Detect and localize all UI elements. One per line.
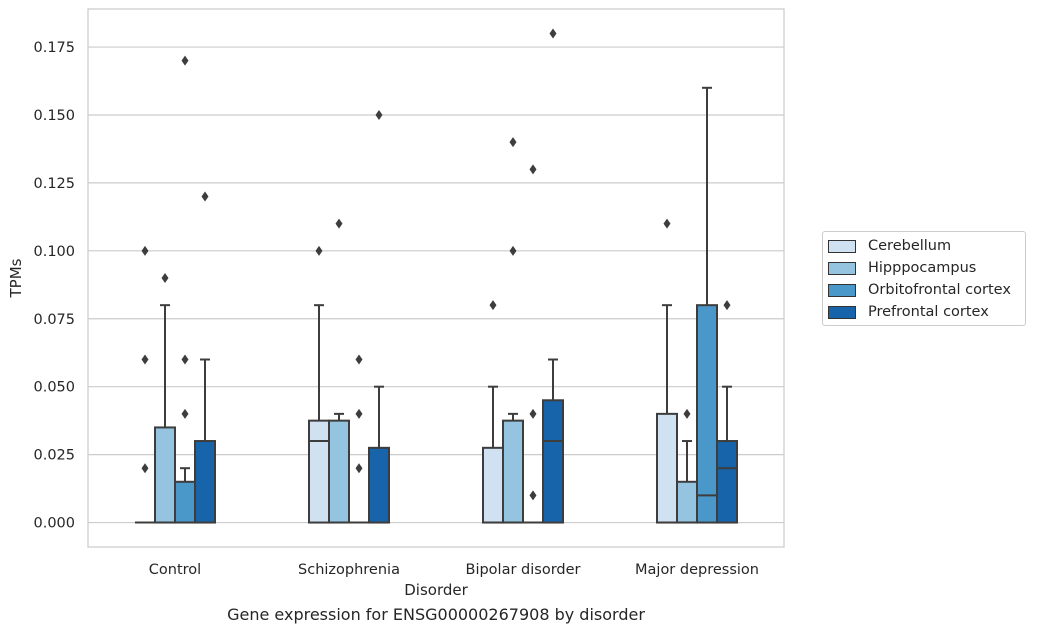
outlier-point <box>663 218 671 229</box>
legend: Cerebellum Hipppocampus Orbitofrontal co… <box>822 231 1026 326</box>
box-group <box>523 164 543 524</box>
x-tick-label: Major depression <box>635 562 759 578</box>
box-body <box>676 480 698 524</box>
legend-swatch-prefrontal <box>828 305 856 319</box>
x-axis-label: Disorder <box>404 581 468 599</box>
box-group <box>308 245 330 524</box>
box-body <box>542 399 564 524</box>
box-body <box>154 426 176 524</box>
legend-label-hippocampus: Hipppocampus <box>868 260 977 276</box>
outlier-point <box>161 273 169 283</box>
legend-item-hippocampus: Hipppocampus <box>828 258 976 278</box>
outlier-point <box>375 109 383 120</box>
legend-item-orbitofrontal: Orbitofrontal cortex <box>828 280 1011 300</box>
box-body <box>716 440 738 524</box>
y-tick-label: 0.050 <box>33 380 75 396</box>
outlier-point <box>489 300 497 311</box>
outlier-point <box>181 354 189 365</box>
y-tick-label: 0.150 <box>33 108 75 124</box>
box-body <box>482 446 504 524</box>
box-group <box>328 218 350 524</box>
box-group <box>542 28 564 524</box>
outlier-point <box>683 408 691 419</box>
y-tick-label: 0.175 <box>33 40 75 56</box>
box-group <box>482 300 504 524</box>
legend-label-cerebellum: Cerebellum <box>868 238 952 254</box>
box-group <box>502 137 524 524</box>
outlier-point <box>509 245 517 256</box>
y-tick-label: 0.100 <box>33 244 75 260</box>
x-tick-label: Schizophrenia <box>298 562 400 578</box>
box-group <box>656 218 678 524</box>
y-tick-label: 0.075 <box>33 312 75 328</box>
box-body <box>656 412 678 524</box>
legend-swatch-hippocampus <box>828 261 856 275</box>
outlier-point <box>529 408 537 419</box>
outlier-point <box>529 164 537 175</box>
outlier-point <box>315 245 323 256</box>
plot-frame <box>87 8 785 548</box>
box-body <box>174 480 196 524</box>
legend-swatch-orbitofrontal <box>828 283 856 297</box>
legend-label-orbitofrontal: Orbitofrontal cortex <box>868 282 1011 298</box>
box-group <box>135 245 155 524</box>
outlier-point <box>723 300 731 311</box>
legend-item-cerebellum: Cerebellum <box>828 236 951 256</box>
outlier-point <box>181 55 189 66</box>
box-group <box>194 191 216 524</box>
outlier-point <box>141 245 149 256</box>
box-body <box>502 419 524 524</box>
box-group <box>349 354 369 524</box>
outlier-point <box>335 218 343 229</box>
x-tick-label: Bipolar disorder <box>466 562 581 578</box>
outlier-point <box>141 463 149 474</box>
y-axis-label: TPMs <box>7 258 25 298</box>
outlier-point <box>141 354 149 365</box>
box-body <box>368 446 390 524</box>
outlier-point <box>509 137 517 148</box>
outlier-point <box>201 191 209 202</box>
box-group <box>696 86 718 524</box>
box-group <box>174 55 196 524</box>
box-body <box>308 419 330 524</box>
box-body <box>194 440 216 524</box>
y-tick-label: 0.125 <box>33 176 75 192</box>
legend-item-prefrontal: Prefrontal cortex <box>828 302 989 322</box>
box-group <box>716 300 738 524</box>
box-body <box>328 419 350 524</box>
y-tick-labels: 0.000 0.025 0.050 0.075 0.100 0.125 0.150 0.175 <box>33 40 75 532</box>
outlier-point <box>355 408 363 419</box>
legend-swatch-cerebellum <box>828 239 856 253</box>
gridlines <box>88 46 784 524</box>
outlier-point <box>355 463 363 474</box>
box-group <box>368 109 390 524</box>
y-tick-label: 0.000 <box>33 516 75 532</box>
outlier-point <box>181 408 189 419</box>
legend-label-prefrontal: Prefrontal cortex <box>868 304 989 320</box>
box-group <box>676 408 698 524</box>
box-body <box>696 304 718 524</box>
box-group <box>154 273 176 524</box>
y-tick-label: 0.025 <box>33 448 75 464</box>
outlier-point <box>529 490 537 501</box>
x-tick-label: Control <box>149 562 201 578</box>
boxes-layer <box>135 28 738 524</box>
x-tick-labels: Control Schizophrenia Bipolar disorder Majo… <box>149 562 759 578</box>
figure-caption: Gene expression for ENSG00000267908 by d… <box>227 605 645 624</box>
outlier-point <box>355 354 363 365</box>
outlier-point <box>549 28 557 39</box>
